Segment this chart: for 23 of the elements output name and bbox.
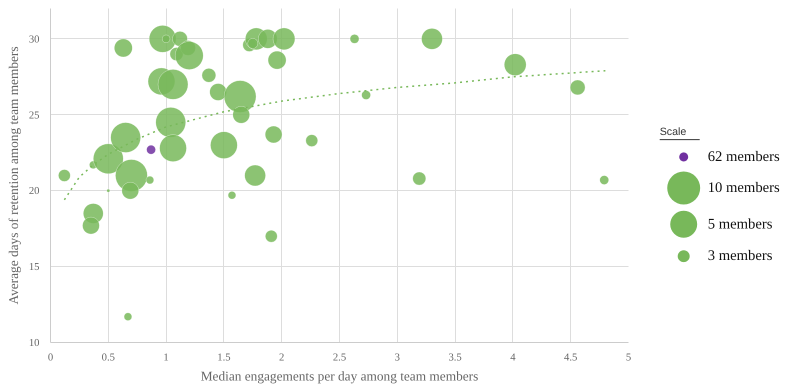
legend-label: 3 members bbox=[708, 248, 773, 264]
x-tick-label: 4.5 bbox=[564, 352, 578, 364]
x-tick-label: 0 bbox=[48, 352, 54, 364]
x-tick-label: 1 bbox=[163, 352, 169, 364]
y-tick-label: 15 bbox=[28, 262, 40, 274]
legend-label: 10 members bbox=[708, 180, 780, 196]
legend-title: Scale bbox=[660, 126, 686, 138]
x-tick-label: 1.5 bbox=[217, 352, 231, 364]
x-tick-label: 2.5 bbox=[332, 352, 346, 364]
x-tick-label: 4 bbox=[510, 352, 516, 364]
x-tick-label: 3 bbox=[394, 352, 400, 364]
legend-label: 62 members bbox=[708, 148, 780, 165]
y-tick-label: 25 bbox=[28, 110, 40, 122]
y-tick-label: 10 bbox=[28, 338, 40, 349]
y-axis-title: Average days of retention among team members bbox=[6, 46, 21, 305]
y-tick-label: 20 bbox=[28, 186, 40, 198]
x-axis-title: Median engagements per day among team members bbox=[200, 368, 478, 384]
x-tick-label: 2 bbox=[279, 352, 284, 364]
y-tick-label: 30 bbox=[28, 34, 40, 46]
x-tick-label: 3.5 bbox=[448, 352, 462, 364]
legend-label: 5 members bbox=[708, 216, 773, 232]
x-tick-label: 0.5 bbox=[102, 352, 115, 364]
x-tick-label: 5 bbox=[626, 352, 632, 364]
